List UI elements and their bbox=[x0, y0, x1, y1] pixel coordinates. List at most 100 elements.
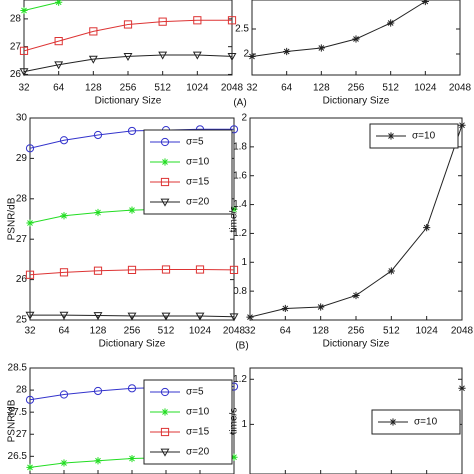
marker bbox=[421, 0, 429, 6]
subplot: 0.8 1 1.2 1.4 1.6 1.8 2 32 64 128 256 512 1024 2048 Di… bbox=[229, 113, 474, 350]
x-axis-label: Dictionary Size bbox=[99, 339, 166, 350]
x-tick-label: 128 bbox=[313, 83, 330, 94]
x-tick-label: 1024 bbox=[416, 326, 439, 337]
legend-box bbox=[143, 379, 233, 465]
marker bbox=[158, 51, 168, 60]
marker bbox=[317, 44, 325, 52]
series-line bbox=[30, 269, 234, 276]
y-axis-label: time/s bbox=[229, 206, 240, 233]
marker bbox=[54, 37, 63, 46]
legend-label: σ=20 bbox=[186, 447, 210, 458]
marker bbox=[227, 53, 237, 62]
legend-label: σ=15 bbox=[186, 427, 210, 438]
y-tick-label: 28.5 bbox=[8, 363, 28, 374]
marker bbox=[317, 303, 325, 311]
marker bbox=[160, 448, 170, 457]
marker bbox=[93, 130, 103, 140]
series-line bbox=[24, 19, 232, 52]
marker bbox=[54, 61, 64, 70]
marker bbox=[94, 208, 102, 217]
y-tick-label: 2.5 bbox=[235, 24, 249, 35]
x-tick-label: 512 bbox=[158, 326, 175, 337]
subplot: 2 2.5 32 64 128 256 512 1024 2048 Dictionary Size bbox=[235, 0, 472, 107]
marker bbox=[25, 144, 35, 153]
legend-box bbox=[143, 129, 233, 215]
x-tick-label: 256 bbox=[348, 326, 365, 337]
marker bbox=[123, 20, 133, 29]
marker bbox=[389, 418, 397, 426]
y-tick-label: 26 bbox=[10, 69, 22, 80]
y-tick-label: 1.4 bbox=[233, 199, 247, 210]
marker bbox=[93, 386, 103, 396]
marker bbox=[94, 457, 102, 465]
marker bbox=[352, 35, 360, 43]
marker bbox=[160, 198, 170, 207]
x-tick-label: 32 bbox=[24, 326, 36, 337]
series-line bbox=[30, 128, 234, 149]
legend-label: σ=5 bbox=[186, 137, 204, 148]
marker bbox=[161, 408, 169, 416]
marker bbox=[387, 132, 395, 140]
x-tick-label: 128 bbox=[85, 83, 102, 94]
x-tick-label: 512 bbox=[382, 83, 399, 94]
marker bbox=[123, 53, 133, 62]
y-tick-label: 25 bbox=[16, 315, 28, 326]
y-axis-label: time/s bbox=[229, 408, 240, 435]
marker bbox=[60, 212, 68, 220]
x-tick-label: 64 bbox=[280, 326, 292, 337]
x-tick-label: 2048 bbox=[451, 326, 474, 337]
x-tick-label: 2048 bbox=[221, 83, 244, 94]
marker bbox=[55, 0, 63, 6]
x-tick-label: 256 bbox=[348, 83, 365, 94]
y-tick-label: 27 bbox=[10, 41, 22, 52]
marker bbox=[283, 47, 291, 56]
marker bbox=[193, 16, 202, 25]
marker bbox=[161, 312, 171, 321]
marker bbox=[458, 121, 466, 129]
x-tick-label: 32 bbox=[244, 326, 256, 337]
subplot: 26.52727.52828.5326412825651210242048PSN… bbox=[7, 363, 239, 474]
marker bbox=[158, 17, 167, 26]
marker bbox=[60, 459, 68, 467]
x-tick-label: 2048 bbox=[449, 83, 472, 94]
marker bbox=[128, 454, 136, 463]
marker bbox=[195, 265, 205, 274]
y-tick-label: 26.5 bbox=[8, 451, 28, 462]
marker bbox=[423, 224, 431, 232]
y-tick-label: 27 bbox=[16, 429, 28, 440]
y-tick-label: 28 bbox=[16, 193, 28, 204]
marker bbox=[93, 266, 103, 275]
marker bbox=[59, 268, 69, 277]
marker bbox=[230, 453, 238, 461]
marker bbox=[26, 463, 34, 471]
marker bbox=[161, 158, 169, 166]
x-tick-label: 512 bbox=[383, 326, 400, 337]
y-tick-label: 1.6 bbox=[233, 170, 247, 181]
y-axis-label: PSNR/dB bbox=[7, 399, 18, 442]
marker bbox=[281, 304, 289, 313]
marker bbox=[89, 27, 98, 36]
marker bbox=[26, 219, 34, 227]
marker bbox=[227, 16, 237, 25]
marker bbox=[19, 68, 29, 77]
marker bbox=[230, 205, 238, 213]
x-tick-label: 64 bbox=[281, 83, 293, 94]
y-tick-label: 1.2 bbox=[233, 228, 247, 239]
y-tick-label: 26 bbox=[16, 274, 28, 285]
marker bbox=[59, 136, 69, 145]
marker bbox=[229, 125, 239, 134]
marker bbox=[127, 126, 137, 136]
series-line bbox=[252, 1, 426, 57]
marker bbox=[19, 46, 29, 55]
x-tick-label: 256 bbox=[124, 326, 141, 337]
x-tick-label: 1024 bbox=[186, 83, 209, 94]
marker bbox=[229, 313, 239, 322]
x-tick-label: 512 bbox=[154, 83, 171, 94]
legend-label: σ=10 bbox=[414, 417, 438, 428]
y-tick-label: 2 bbox=[243, 49, 249, 60]
y-tick-label: 2 bbox=[241, 113, 247, 124]
marker bbox=[93, 312, 103, 321]
marker bbox=[59, 390, 69, 399]
marker bbox=[387, 19, 395, 27]
